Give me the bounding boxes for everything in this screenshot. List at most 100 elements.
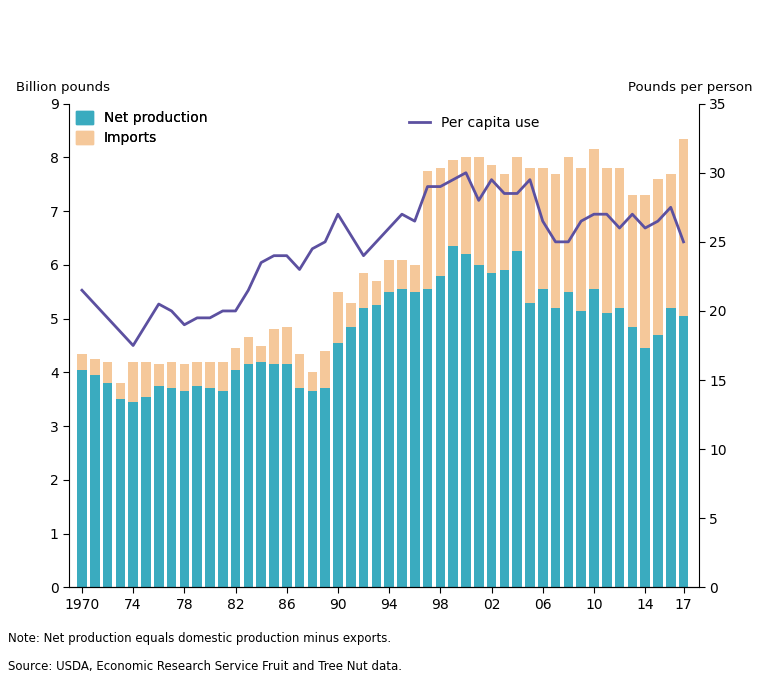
Bar bbox=[180, 364, 189, 391]
Bar bbox=[243, 364, 253, 587]
Bar bbox=[205, 388, 215, 587]
Bar bbox=[115, 399, 125, 587]
Bar bbox=[576, 310, 586, 587]
Bar bbox=[295, 388, 304, 587]
Bar bbox=[384, 292, 394, 587]
Bar bbox=[525, 168, 535, 303]
Bar bbox=[564, 158, 573, 292]
Bar bbox=[192, 386, 202, 587]
Bar bbox=[77, 370, 87, 587]
Bar bbox=[397, 260, 407, 289]
Legend: Net production, Imports: Net production, Imports bbox=[76, 111, 207, 145]
Bar bbox=[372, 305, 381, 587]
Bar bbox=[435, 168, 445, 276]
Bar bbox=[410, 292, 419, 587]
Bar bbox=[167, 388, 177, 587]
Bar bbox=[205, 361, 215, 388]
Bar bbox=[359, 308, 369, 587]
Bar bbox=[512, 158, 522, 252]
Bar bbox=[230, 348, 240, 370]
Bar bbox=[666, 308, 676, 587]
Bar bbox=[627, 195, 637, 327]
Bar bbox=[512, 252, 522, 587]
Bar bbox=[333, 343, 343, 587]
Bar bbox=[320, 351, 330, 388]
Bar bbox=[422, 171, 432, 289]
Bar bbox=[295, 354, 304, 388]
Bar bbox=[461, 254, 471, 587]
Bar bbox=[538, 289, 548, 587]
Bar bbox=[372, 281, 381, 305]
Text: Note: Net production equals domestic production minus exports.: Note: Net production equals domestic pro… bbox=[8, 632, 391, 645]
Bar bbox=[243, 337, 253, 364]
Bar bbox=[218, 361, 227, 391]
Bar bbox=[346, 303, 356, 327]
Bar bbox=[538, 168, 548, 289]
Bar bbox=[551, 308, 561, 587]
Bar bbox=[320, 388, 330, 587]
Bar bbox=[307, 372, 317, 391]
Bar bbox=[461, 158, 471, 254]
Bar bbox=[141, 361, 151, 397]
Bar bbox=[435, 276, 445, 587]
Bar bbox=[679, 139, 688, 316]
Bar bbox=[384, 260, 394, 292]
Bar bbox=[167, 361, 177, 388]
Bar bbox=[614, 308, 624, 587]
Text: U.S. net production, imports, and per capita use of all melons: U.S. net production, imports, and per ca… bbox=[9, 20, 663, 39]
Bar bbox=[666, 173, 676, 308]
Bar bbox=[90, 375, 100, 587]
Text: Pounds per person: Pounds per person bbox=[628, 81, 753, 94]
Bar bbox=[180, 391, 189, 587]
Bar bbox=[525, 303, 535, 587]
Bar bbox=[257, 346, 266, 361]
Bar bbox=[257, 361, 266, 587]
Bar bbox=[307, 391, 317, 587]
Bar bbox=[653, 179, 663, 334]
Bar bbox=[218, 391, 227, 587]
Bar bbox=[103, 383, 112, 587]
Bar bbox=[282, 364, 292, 587]
Text: Billion pounds: Billion pounds bbox=[15, 81, 110, 94]
Bar bbox=[487, 273, 496, 587]
Bar bbox=[422, 289, 432, 587]
Bar bbox=[346, 327, 356, 587]
Bar bbox=[499, 270, 509, 587]
Bar bbox=[115, 383, 125, 399]
Bar bbox=[564, 292, 573, 587]
Bar bbox=[154, 364, 164, 386]
Bar bbox=[653, 334, 663, 587]
Legend: Per capita use: Per capita use bbox=[403, 111, 545, 135]
Bar bbox=[154, 386, 164, 587]
Bar bbox=[627, 327, 637, 587]
Bar bbox=[90, 359, 100, 375]
Bar bbox=[499, 173, 509, 270]
Bar bbox=[576, 168, 586, 310]
Bar bbox=[614, 168, 624, 308]
Bar bbox=[141, 397, 151, 587]
Bar bbox=[641, 348, 650, 587]
Bar bbox=[487, 165, 496, 273]
Bar bbox=[679, 316, 688, 587]
Bar bbox=[602, 313, 611, 587]
Bar bbox=[602, 168, 611, 313]
Bar bbox=[449, 160, 458, 246]
Bar bbox=[551, 173, 561, 308]
Bar bbox=[128, 361, 138, 402]
Bar bbox=[359, 273, 369, 308]
Bar bbox=[128, 402, 138, 587]
Bar bbox=[449, 246, 458, 587]
Bar bbox=[269, 364, 279, 587]
Bar bbox=[103, 361, 112, 383]
Bar bbox=[474, 265, 484, 587]
Bar bbox=[192, 361, 202, 386]
Bar bbox=[410, 265, 419, 292]
Bar bbox=[589, 289, 599, 587]
Bar bbox=[397, 289, 407, 587]
Text: Source: USDA, Economic Research Service Fruit and Tree Nut data.: Source: USDA, Economic Research Service … bbox=[8, 660, 402, 673]
Bar bbox=[333, 292, 343, 343]
Bar bbox=[230, 370, 240, 587]
Bar bbox=[474, 158, 484, 265]
Bar bbox=[282, 327, 292, 364]
Bar bbox=[269, 330, 279, 364]
